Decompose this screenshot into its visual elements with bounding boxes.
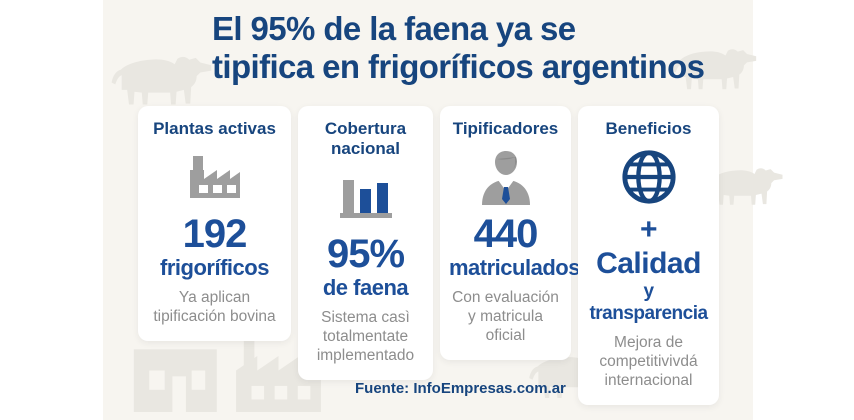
cow-silhouette [106,46,216,110]
stat-description: Ya aplican tipificación bovina [153,289,276,325]
page-title: El 95% de la faena ya se tipifica en fri… [212,10,732,86]
cow-silhouette [668,40,760,94]
stat-unit: y transparencia [589,281,708,324]
stat-cards-row: Plantas activas 192 frigoríficos Ya apli… [138,106,719,405]
page-title-line1: El 95% de la faena ya se [212,10,576,47]
stat-unit: frigoríficos [160,255,269,280]
card-tipificadores: Tipificadores 440 matriculados Con evalu… [440,106,580,360]
bar-chart-icon [307,168,424,226]
card-plantas-activas: Plantas activas 192 frigoríficos Ya apli… [138,106,291,341]
stat-description: Mejora de competitivivdá internacional [599,334,698,389]
card-cobertura-nacional: Cobertura nacional 95% de faena Sistema … [298,106,433,380]
card-heading: Cobertura nacional [324,119,407,158]
stat-unit: de faena [322,275,409,300]
card-heading: Tipificadores [452,119,559,138]
globe-icon [587,148,710,206]
stat-unit: matriculados [449,255,580,280]
stat-description: Con evaluación y matricula oficial [452,289,559,344]
card-heading: Plantas activas [153,119,276,138]
stat-value: 95% [326,232,405,276]
source-attribution: Fuente: InfoEmpresas.com.ar [355,380,566,397]
card-heading: Beneficios [605,119,692,138]
cow-silhouette [702,160,786,209]
stat-value: 440 [473,212,539,256]
person-icon [449,148,562,206]
stat-value: 192 [182,212,248,256]
page-title-line2: tipifica en frigoríficos argentinos [212,48,705,85]
factory-silhouette [128,330,348,412]
stat-description: Sistema casì totalmentate implementado [316,309,415,364]
factory-icon [147,148,282,206]
stat-value: + Calidad [596,213,701,280]
card-beneficios: Beneficios + Calidad y transparencia Mej… [578,106,719,405]
